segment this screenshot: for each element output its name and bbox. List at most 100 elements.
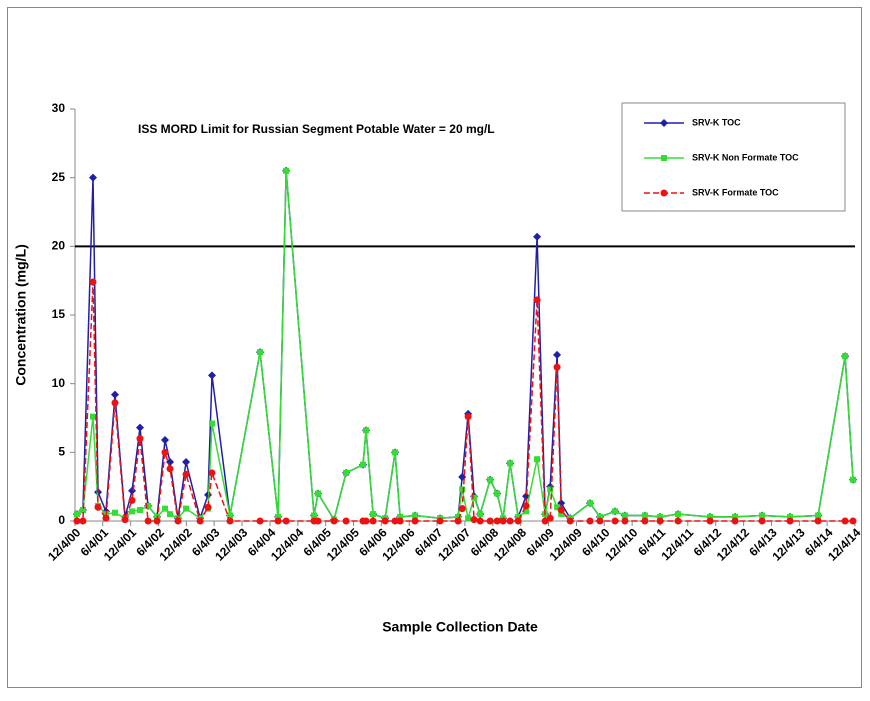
marker [411,517,419,525]
legend-label: SRV-K Formate TOC [692,187,779,197]
marker [129,508,136,515]
marker [621,517,629,525]
marker [486,517,494,525]
marker [842,353,849,360]
marker [587,500,594,507]
marker [660,189,668,197]
marker [814,517,822,525]
y-axis-label: Concentration (mg/L) [13,244,29,386]
marker [841,517,849,525]
marker [758,517,766,525]
marker [641,517,649,525]
marker [161,448,169,456]
marker [731,517,739,525]
marker [464,413,472,421]
marker [557,506,565,514]
marker [391,517,399,525]
marker [204,503,212,511]
marker [660,119,668,127]
marker [257,349,264,356]
marker [612,508,619,515]
marker [514,517,522,525]
marker [145,502,152,509]
marker [596,513,603,520]
marker [73,517,81,525]
marker [787,513,794,520]
y-tick-label: 5 [58,445,65,459]
marker [459,486,466,493]
marker [815,512,822,519]
marker [343,469,350,476]
marker [90,413,97,420]
marker [554,504,561,511]
marker [183,505,190,512]
marker [330,517,338,525]
y-tick-label: 30 [52,101,66,115]
marker [136,435,144,443]
marker [167,511,174,518]
marker [493,517,501,525]
marker [392,449,399,456]
marker [533,232,542,241]
marker [534,456,541,463]
marker [706,517,714,525]
y-tick-label: 15 [52,307,66,321]
y-tick-label: 20 [52,239,66,253]
marker [182,470,190,478]
marker [553,350,562,359]
marker [73,511,80,518]
marker [94,503,102,511]
marker [759,512,766,519]
marker [397,513,404,520]
marker [282,517,290,525]
marker [79,507,86,514]
legend-label: SRV-K TOC [692,117,741,127]
y-tick-label: 10 [52,376,66,390]
marker [641,512,648,519]
marker [494,490,501,497]
marker [547,486,554,493]
marker [363,427,370,434]
marker [707,513,714,520]
legend-box [621,102,846,212]
marker [523,508,530,515]
marker [89,278,97,286]
marker [89,173,98,182]
marker [499,517,507,525]
marker [657,513,664,520]
marker [370,511,377,518]
marker [136,507,143,514]
marker [786,517,794,525]
marker [455,513,462,520]
marker [471,494,478,501]
reference-label: ISS MORD Limit for Russian Segment Potab… [138,122,495,136]
marker [111,399,119,407]
marker [135,423,144,432]
marker [476,517,484,525]
marker [674,517,682,525]
marker [558,511,565,518]
marker [360,461,367,468]
marker [166,465,174,473]
marker [465,515,472,522]
marker [121,516,129,524]
marker [506,517,514,525]
marker [849,517,857,525]
marker [174,517,182,525]
marker [207,371,216,380]
marker [128,496,136,504]
marker [362,517,370,525]
marker [369,517,377,525]
marker [161,435,170,444]
legend-label: SRV-K Non Formate TOC [692,152,799,162]
marker [732,513,739,520]
marker [586,517,594,525]
marker [315,490,322,497]
marker [611,517,619,525]
marker [507,460,514,467]
marker [275,513,282,520]
marker [656,517,664,525]
marker [153,517,161,525]
marker [144,517,152,525]
